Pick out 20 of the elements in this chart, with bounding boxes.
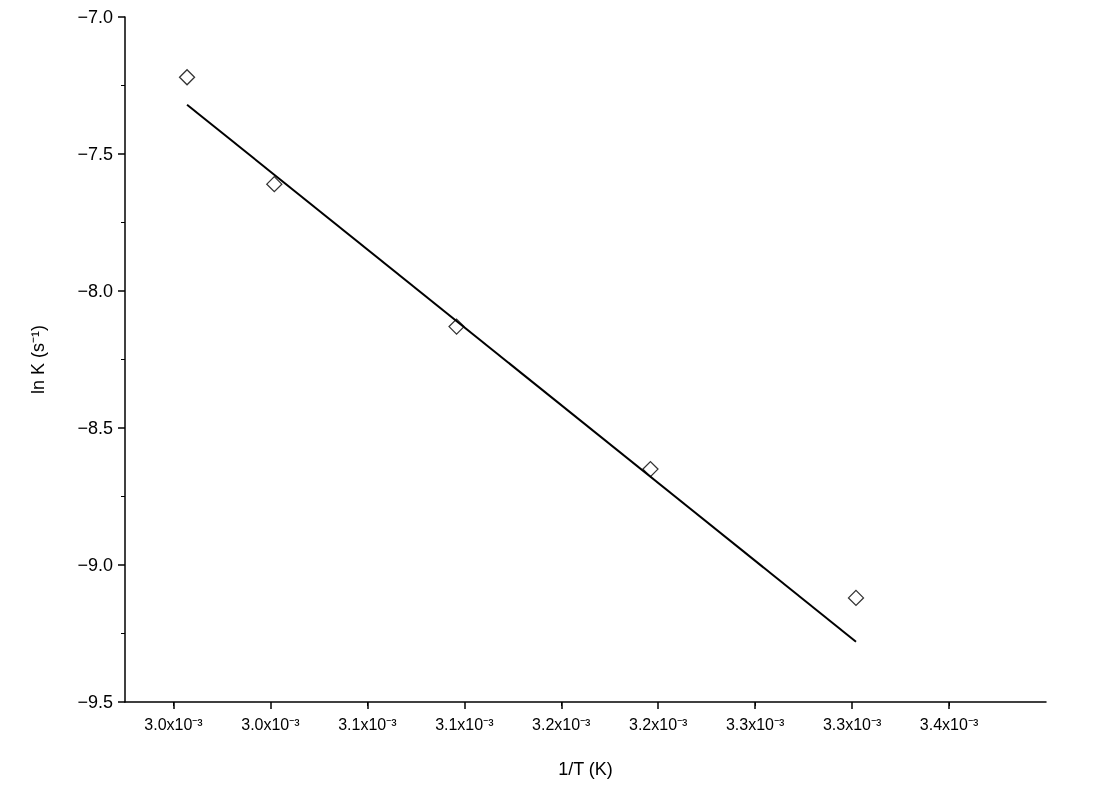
- x-tick-label: 3.4x10⁻³: [919, 715, 979, 733]
- x-tick-label: 3.3x10⁻³: [822, 715, 882, 733]
- y-tick-label: −9.0: [77, 555, 113, 575]
- x-tick-label: 3.0x10⁻³: [144, 715, 204, 733]
- x-tick-label: 3.2x10⁻³: [532, 715, 592, 733]
- x-tick-label: 3.0x10⁻³: [241, 715, 301, 733]
- y-tick-label: −8.5: [77, 418, 113, 438]
- y-tick-label: −7.0: [77, 7, 113, 27]
- y-axis-title: ln K (s⁻¹): [28, 325, 48, 394]
- point: [178, 69, 196, 86]
- y-tick-label: −9.5: [77, 692, 113, 712]
- point: [266, 175, 283, 193]
- x-axis-title: 1/T (K): [558, 759, 613, 779]
- y-tick-label: −8.0: [77, 281, 113, 301]
- x-tick-label: 3.3x10⁻³: [725, 715, 786, 733]
- x-tick-label: 3.2x10⁻³: [629, 715, 689, 733]
- y-tick-label: −7.5: [77, 144, 113, 164]
- x-tick-label: 3.1x10⁻³: [435, 715, 495, 733]
- point: [847, 589, 865, 607]
- x-tick-label: 3.1x10⁻³: [338, 715, 398, 733]
